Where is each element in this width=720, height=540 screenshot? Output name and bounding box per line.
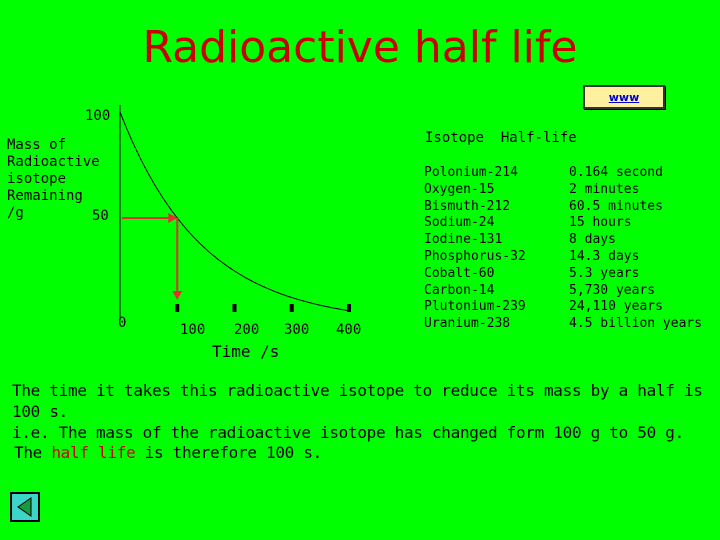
back-button[interactable] (10, 492, 40, 522)
x-tick-label-400: 400 (336, 322, 362, 338)
isotope-table-header: Isotope Half-life (425, 130, 577, 146)
isotope-name-column: Polonium-214 Oxygen-15 Bismuth-212 Sodium-2… (424, 165, 526, 333)
half-life-value: 15 hours (569, 215, 632, 231)
x-tick-label-0: 0 (118, 315, 127, 331)
explanation-line-2: i.e. The mass of the radioactive isotope… (12, 423, 684, 442)
half-life-value: 5.3 years (569, 265, 640, 281)
half-life-value: 24,110 years (569, 299, 663, 315)
x-tick-mark-300 (289, 304, 294, 312)
www-link-button[interactable]: www (583, 85, 665, 109)
half-time-arrowhead (172, 291, 183, 300)
isotope-name: Cobalt-60 (424, 265, 495, 281)
isotope-name: Plutonium-239 (424, 299, 526, 315)
conclusion-suffix: is therefore 100 s. (135, 443, 323, 462)
y-tick-label-100: 100 (85, 108, 111, 124)
isotope-name: Uranium-238 (424, 316, 511, 332)
x-tick-mark-400 (347, 304, 351, 312)
decay-curve (119, 111, 350, 312)
half-life-value: 0.164 second (569, 165, 663, 180)
x-tick-label-200: 200 (234, 322, 260, 338)
conclusion-prefix: The (14, 443, 52, 462)
isotope-name: Carbon-14 (424, 282, 495, 298)
half-life-value: 2 minutes (569, 181, 640, 197)
x-tick-label-100: 100 (180, 322, 206, 338)
isotope-name: Sodium-24 (424, 215, 495, 231)
isotope-name: Phosphorus-32 (424, 248, 526, 264)
page-title: Radioactive half life (142, 22, 578, 73)
half-life-value: 8 days (569, 232, 616, 248)
explanation-line-1: The time it takes this radioactive isoto… (12, 381, 703, 421)
half-life-term: half life (51, 443, 136, 462)
back-arrow-icon (17, 497, 32, 517)
half-life-value: 4.5 billion years (569, 316, 703, 332)
y-axis-label: Mass of Radioactive isotope Remaining /g (7, 137, 100, 221)
half-life-value: 5,730 years (569, 282, 656, 298)
explanation-text: The time it takes this radioactive isoto… (12, 380, 720, 443)
isotope-name: Oxygen-15 (424, 181, 495, 197)
y-tick-label-50: 50 (92, 208, 109, 224)
half-life-value: 14.3 days (569, 248, 640, 264)
x-tick-mark-100 (175, 304, 180, 312)
decay-chart (119, 105, 351, 318)
half-life-value: 60.5 minutes (569, 198, 663, 214)
isotope-name: Bismuth-212 (424, 198, 511, 214)
x-tick-marks (175, 304, 351, 312)
half-mass-arrowhead (168, 213, 178, 223)
x-axis-label: Time /s (212, 342, 280, 361)
half-life-column: 0.164 second 2 minutes 60.5 minutes 15 hour… (569, 165, 702, 333)
isotope-name: Polonium-214 (424, 165, 518, 180)
x-tick-label-300: 300 (284, 322, 310, 338)
isotope-name: Iodine-131 (424, 232, 503, 248)
x-tick-mark-200 (232, 304, 237, 312)
conclusion-text: The half life is therefore 100 s. (14, 443, 322, 462)
